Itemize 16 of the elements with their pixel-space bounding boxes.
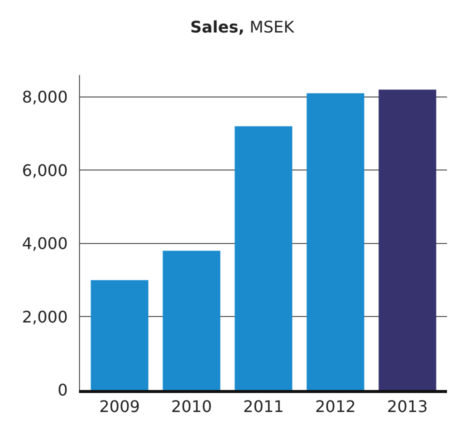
x-tick-label: 2010 [171, 397, 212, 416]
x-tick-label: 2013 [387, 397, 428, 416]
bar [162, 250, 220, 390]
bar [306, 93, 364, 390]
y-tick-label: 2,000 [22, 307, 68, 326]
y-tick-label: 0 [58, 380, 68, 400]
bar [234, 126, 292, 390]
x-tick-label: 2011 [243, 397, 284, 416]
y-tick-label: 8,000 [22, 88, 68, 107]
chart-title: Sales, MSEK [190, 18, 295, 36]
bar [378, 90, 436, 390]
y-tick-label: 6,000 [22, 160, 68, 180]
y-tick-label: 4,000 [22, 234, 68, 254]
x-tick-label: 2012 [315, 397, 356, 416]
x-tick-label: 2009 [99, 397, 140, 416]
bar [90, 280, 148, 390]
